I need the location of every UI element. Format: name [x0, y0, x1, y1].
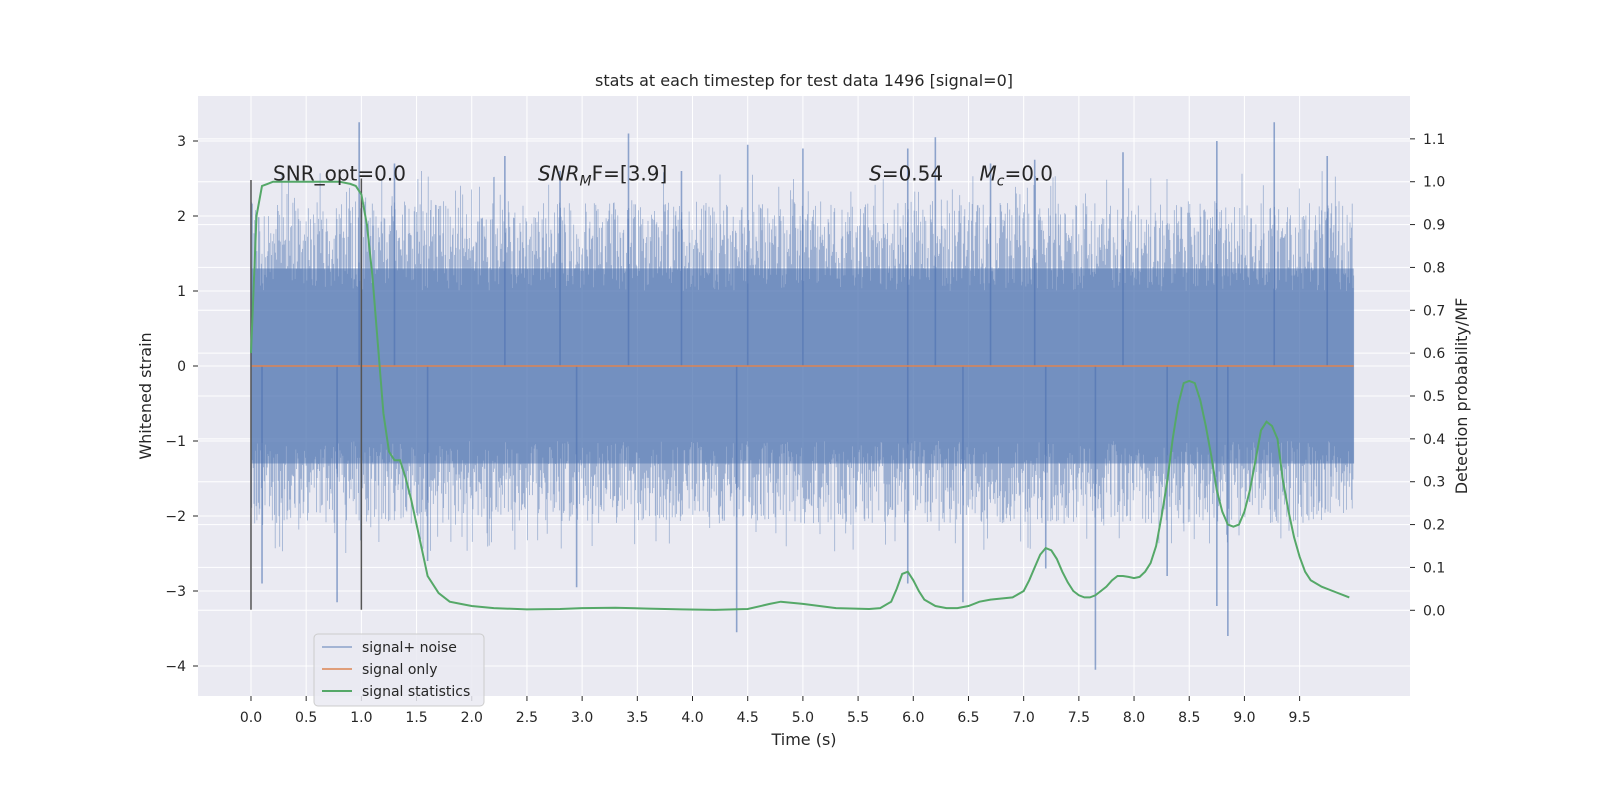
y-left-tick-label: 2	[177, 209, 186, 225]
y-axis-right-ticks: 1.1 1.0 0.9 0.8 0.7 0.6 0.5 0.4 0.3 0.2 0.1 0.0	[1410, 132, 1445, 619]
y-left-tick-label: 1	[177, 284, 186, 300]
annotation: Mc=0.0	[980, 162, 1054, 190]
x-tick-label: 0.0	[240, 710, 262, 726]
x-tick-label: 9.0	[1233, 710, 1255, 726]
y-left-tick-label: −2	[165, 509, 186, 525]
x-tick-label: 2.0	[461, 710, 483, 726]
signal-statistics-line	[250, 180, 1350, 611]
legend-label: signal only	[362, 662, 437, 678]
x-tick-label: 1.0	[350, 710, 372, 726]
y-left-tick-label: −3	[165, 584, 186, 600]
y-right-tick-label: 0.3	[1423, 475, 1445, 491]
annotations: SNR_opt=0.0 SNRMF=[3.9] S=0.54 Mc=0.0	[273, 162, 1053, 190]
x-tick-label: 6.0	[902, 710, 924, 726]
y-right-tick-label: 0.7	[1423, 303, 1445, 319]
y-left-tick-label: 0	[177, 359, 186, 375]
x-tick-label: 7.5	[1068, 710, 1090, 726]
y-axis-right-label: Detection probability/MF	[1452, 298, 1471, 495]
y-left-tick-label: −1	[165, 434, 186, 450]
x-tick-label: 2.5	[516, 710, 538, 726]
series-signal-statistics	[250, 180, 1350, 611]
x-tick-label: 5.5	[847, 710, 869, 726]
x-tick-label: 3.5	[626, 710, 648, 726]
x-tick-label: 8.5	[1178, 710, 1200, 726]
y-right-tick-label: 0.2	[1423, 518, 1445, 534]
x-axis-ticks: 0.0 0.5 1.0 1.5 2.0 2.5 3.0 3.5 4.0 4.5 5.0 5.5 6.0 6…	[240, 696, 1311, 726]
annotation: SNRMF=[3.9]	[538, 162, 667, 190]
y-right-tick-label: 1.0	[1423, 175, 1445, 191]
y-right-tick-label: 0.5	[1423, 389, 1445, 405]
x-tick-label: 9.5	[1288, 710, 1310, 726]
marker-lines	[250, 178, 363, 610]
y-right-tick-label: 0.9	[1423, 218, 1445, 234]
y-axis-left-label: Whitened strain	[136, 332, 155, 459]
x-tick-label: 1.5	[405, 710, 427, 726]
x-tick-label: 8.0	[1123, 710, 1145, 726]
chart-title: stats at each timestep for test data 149…	[595, 71, 1013, 90]
legend-box	[313, 633, 485, 707]
x-tick-label: 4.0	[681, 710, 703, 726]
legend: signal+ noise signal only signal statistic…	[313, 633, 485, 707]
x-tick-label: 4.5	[737, 710, 759, 726]
y-left-tick-label: −4	[165, 659, 186, 675]
x-tick-label: 6.5	[957, 710, 979, 726]
annotation: S=0.54	[869, 162, 943, 186]
legend-label: signal+ noise	[362, 640, 457, 656]
y-right-tick-label: 0.0	[1423, 603, 1445, 619]
y-right-tick-label: 0.8	[1423, 260, 1445, 276]
legend-label: signal statistics	[362, 684, 470, 700]
annotation: SNR_opt=0.0	[273, 162, 406, 186]
x-tick-label: 0.5	[295, 710, 317, 726]
y-left-tick-label: 3	[177, 134, 186, 150]
y-right-tick-label: 0.4	[1423, 432, 1445, 448]
y-right-tick-label: 0.6	[1423, 346, 1445, 362]
y-axis-left-ticks: 3 2 1 0 −1 −2 −3 −4	[165, 134, 198, 675]
y-right-tick-label: 1.1	[1423, 132, 1445, 148]
x-axis-label: Time (s)	[770, 730, 836, 749]
y-right-tick-label: 0.1	[1423, 560, 1445, 576]
x-tick-label: 3.0	[571, 710, 593, 726]
x-tick-label: 7.0	[1013, 710, 1035, 726]
x-tick-label: 5.0	[792, 710, 814, 726]
